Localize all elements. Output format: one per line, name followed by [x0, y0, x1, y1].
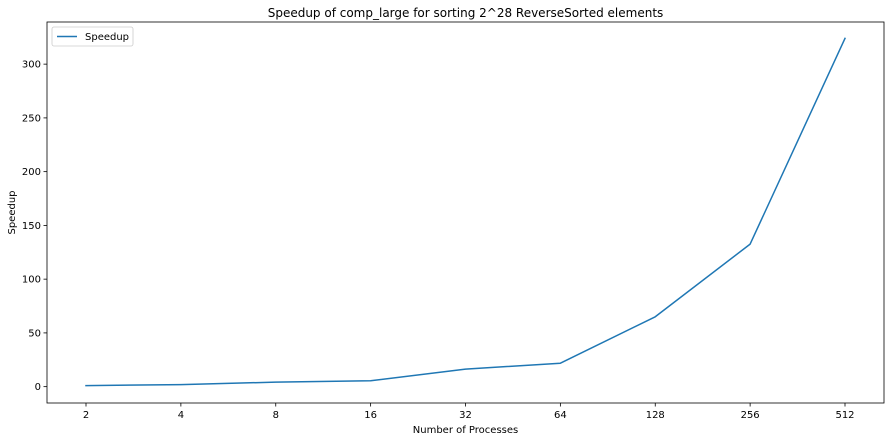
- x-tick-label: 16: [364, 410, 377, 421]
- y-tick-label: 0: [35, 382, 41, 393]
- x-tick-label: 512: [835, 410, 854, 421]
- y-tick-label: 50: [28, 328, 41, 339]
- y-tick-label: 300: [22, 60, 41, 71]
- x-tick-label: 64: [554, 410, 567, 421]
- x-tick-label: 2: [83, 410, 89, 421]
- legend-box: [51, 26, 134, 47]
- y-tick-label: 250: [22, 113, 41, 124]
- x-axis: 2 4 8 16 32 64 128 256 512: [83, 403, 855, 421]
- x-tick-label: 128: [646, 410, 665, 421]
- y-tick-label: 150: [22, 221, 41, 232]
- chart-title: Speedup of comp_large for sorting 2^28 R…: [268, 6, 664, 20]
- series-line: [85, 37, 846, 387]
- x-axis-title: Number of Processes: [413, 425, 518, 436]
- x-tick-label: 8: [273, 410, 279, 421]
- legend: Speedup: [51, 26, 134, 47]
- y-axis: 0 50 100 150 200 250 300: [22, 60, 47, 393]
- x-tick-label: 32: [459, 410, 472, 421]
- y-tick-label: 200: [22, 167, 41, 178]
- y-axis-title: Speedup: [7, 190, 18, 234]
- plot-frame: [46, 21, 885, 404]
- y-tick-label: 100: [22, 275, 41, 286]
- x-tick-label: 256: [741, 410, 760, 421]
- series-layer: [85, 37, 846, 387]
- legend-label: Speedup: [85, 32, 129, 43]
- plot-area: [47, 22, 884, 403]
- x-tick-label: 4: [178, 410, 184, 421]
